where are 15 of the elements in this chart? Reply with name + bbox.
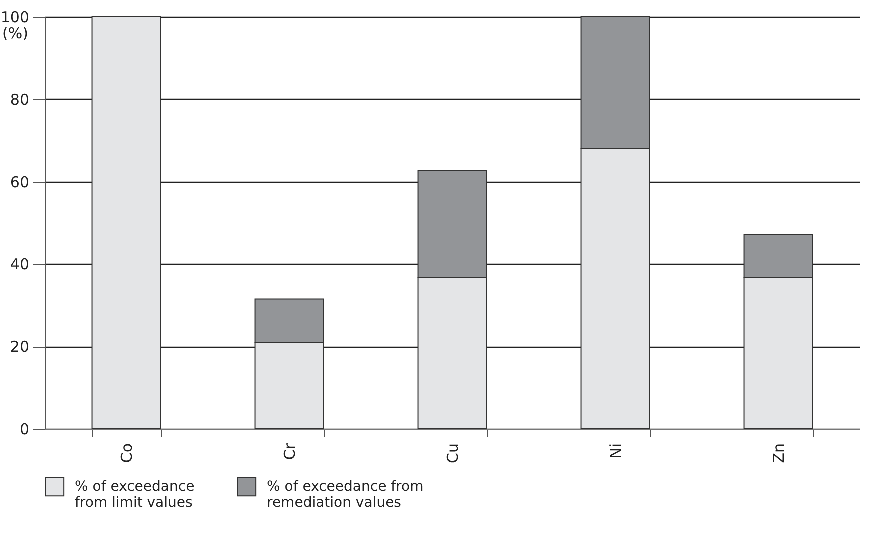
y-tick-label: 20 bbox=[10, 338, 30, 356]
x-tick-label: Cr bbox=[281, 442, 299, 460]
y-tick-label: 100 bbox=[0, 8, 30, 26]
y-tick-label: 80 bbox=[10, 90, 30, 109]
y-tick-label: 60 bbox=[10, 173, 30, 192]
legend-label: % of exceedance from limit values bbox=[75, 479, 195, 511]
y-tick-label: 40 bbox=[10, 256, 30, 274]
y-axis-title: (%) bbox=[2, 24, 28, 42]
x-tick-label: Co bbox=[118, 444, 136, 464]
x-tick-label: Cu bbox=[444, 444, 462, 464]
x-tick-label: Zn bbox=[770, 444, 788, 464]
bar bbox=[92, 16, 162, 430]
y-tick-label: 0 bbox=[20, 420, 30, 438]
x-tick-label: Ni bbox=[607, 444, 625, 459]
legend-label: % of exceedance from remediation values bbox=[267, 479, 424, 511]
